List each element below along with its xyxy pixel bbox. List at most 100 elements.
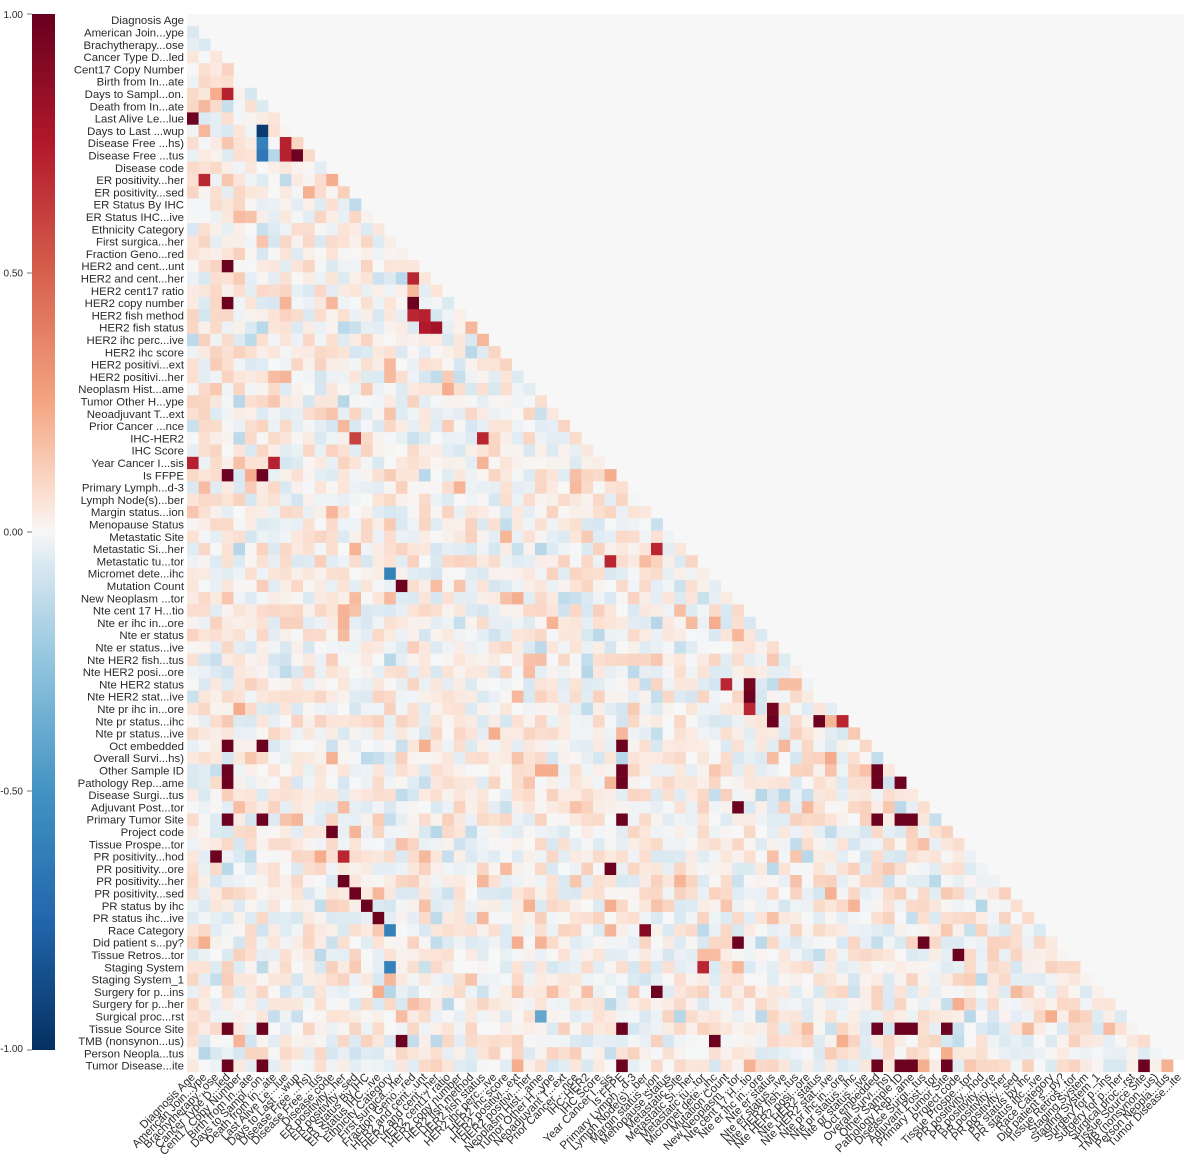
heatmap-cell	[373, 850, 385, 863]
heatmap-cell	[837, 764, 849, 777]
heatmap-cell	[790, 863, 802, 876]
heatmap-cell	[291, 961, 303, 974]
heatmap-cell	[222, 777, 234, 790]
heatmap-cell	[384, 543, 396, 556]
heatmap-cell	[338, 506, 350, 519]
heatmap-cell	[709, 617, 721, 630]
heatmap-cell	[210, 469, 222, 482]
heatmap-cell	[732, 703, 744, 716]
heatmap-cell	[744, 1035, 756, 1048]
heatmap-cell	[349, 199, 361, 212]
heatmap-cell	[477, 629, 489, 642]
heatmap-cell	[651, 838, 663, 851]
heatmap-cell	[605, 900, 617, 913]
heatmap-cell	[233, 248, 245, 261]
heatmap-cell	[802, 838, 814, 851]
heatmap-cell	[558, 691, 570, 704]
heatmap-cell	[790, 789, 802, 802]
heatmap-cell	[697, 641, 709, 654]
y-tick-label: Staging System	[104, 962, 184, 974]
heatmap-cell	[257, 814, 269, 827]
heatmap-cell	[326, 309, 338, 322]
heatmap-cell	[605, 949, 617, 962]
heatmap-cell	[500, 912, 512, 925]
heatmap-cell	[338, 531, 350, 544]
heatmap-cell	[419, 740, 431, 753]
heatmap-cell	[570, 973, 582, 986]
heatmap-cell	[837, 777, 849, 790]
heatmap-cell	[651, 912, 663, 925]
heatmap-cell	[361, 617, 373, 630]
y-tick-label: PR status by ihc	[102, 901, 185, 913]
heatmap-cell	[315, 986, 327, 999]
heatmap-cell	[744, 617, 756, 630]
heatmap-cell	[199, 912, 211, 925]
heatmap-cell	[222, 949, 234, 962]
heatmap-cell	[1022, 998, 1034, 1011]
heatmap-cell	[547, 826, 559, 839]
heatmap-cell	[349, 850, 361, 863]
heatmap-cell	[454, 334, 466, 347]
heatmap-cell	[419, 346, 431, 359]
heatmap-cell	[767, 777, 779, 790]
heatmap-cell	[744, 654, 756, 667]
heatmap-cell	[303, 654, 315, 667]
heatmap-cell	[570, 961, 582, 974]
heatmap-cell	[848, 863, 860, 876]
heatmap-cell	[245, 703, 257, 716]
y-tick-label: Tissue Prospe...tor	[89, 839, 184, 851]
heatmap-cell	[199, 764, 211, 777]
heatmap-cell	[222, 174, 234, 187]
heatmap-cell	[465, 727, 477, 740]
heatmap-cell	[581, 838, 593, 851]
heatmap-cell	[222, 740, 234, 753]
heatmap-cell	[315, 506, 327, 519]
heatmap-cell	[349, 408, 361, 421]
heatmap-cell	[605, 604, 617, 617]
heatmap-cell	[233, 88, 245, 101]
heatmap-cell	[605, 924, 617, 937]
y-tick-label: ER positivity...her	[96, 175, 184, 187]
heatmap-cell	[535, 592, 547, 605]
heatmap-cell	[605, 850, 617, 863]
heatmap-cell	[384, 998, 396, 1011]
heatmap-cell	[581, 740, 593, 753]
heatmap-cell	[1150, 1047, 1162, 1060]
heatmap-cell	[895, 838, 907, 851]
y-tick-label: Menopause Status	[89, 519, 184, 531]
heatmap-cell	[813, 838, 825, 851]
heatmap-cell	[338, 875, 350, 888]
heatmap-cell	[500, 420, 512, 433]
heatmap-cell	[315, 432, 327, 445]
heatmap-cell	[396, 518, 408, 531]
heatmap-cell	[744, 937, 756, 950]
heatmap-cell	[407, 432, 419, 445]
heatmap-cell	[500, 1010, 512, 1023]
heatmap-cell	[396, 826, 408, 839]
heatmap-cell	[280, 715, 292, 728]
heatmap-cell	[199, 309, 211, 322]
heatmap-cell	[187, 850, 199, 863]
heatmap-cell	[199, 88, 211, 101]
heatmap-cell	[1022, 986, 1034, 999]
heatmap-cell	[465, 691, 477, 704]
heatmap-cell	[280, 531, 292, 544]
heatmap-cell	[199, 408, 211, 421]
heatmap-cell	[953, 924, 965, 937]
heatmap-cell	[663, 850, 675, 863]
heatmap-cell	[500, 617, 512, 630]
heatmap-cell	[790, 973, 802, 986]
heatmap-cell	[233, 617, 245, 630]
heatmap-cell	[210, 715, 222, 728]
heatmap-cell	[465, 604, 477, 617]
heatmap-cell	[199, 814, 211, 827]
heatmap-cell	[628, 1047, 640, 1060]
heatmap-cell	[326, 408, 338, 421]
heatmap-cell	[570, 850, 582, 863]
heatmap-cell	[373, 1035, 385, 1048]
heatmap-cell	[222, 912, 234, 925]
heatmap-cell	[407, 272, 419, 285]
heatmap-cell	[709, 973, 721, 986]
heatmap-cell	[570, 654, 582, 667]
